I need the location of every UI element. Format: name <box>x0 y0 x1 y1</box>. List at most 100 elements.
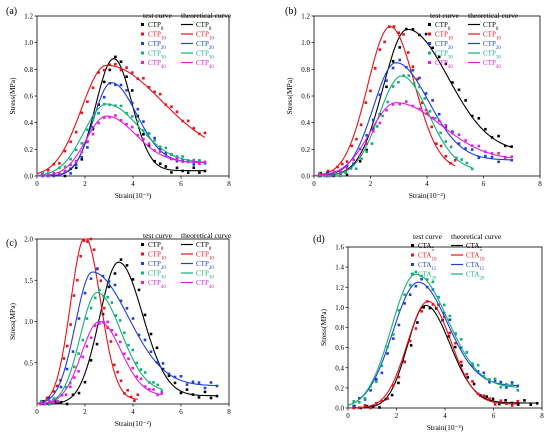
test-point <box>102 116 106 119</box>
legend-theory-label: CTA15 <box>466 261 485 272</box>
test-point <box>425 278 429 281</box>
test-point <box>425 112 429 115</box>
panel-label: (d) <box>313 234 325 245</box>
test-point <box>80 155 84 159</box>
test-point <box>160 389 164 393</box>
test-point <box>369 384 372 388</box>
test-point <box>471 380 474 383</box>
legend-test-label: CTP30 <box>435 50 453 61</box>
test-point <box>369 406 372 410</box>
test-point <box>64 385 68 389</box>
y-tick-label: 2.0 <box>24 236 33 244</box>
legend-test-label: CTP0 <box>148 21 164 32</box>
test-point <box>147 142 151 145</box>
legend-test-label: CTP10 <box>435 31 453 42</box>
test-point <box>448 314 452 318</box>
legend-theory-label: CTP20 <box>196 260 214 271</box>
test-point <box>69 157 72 161</box>
test-point <box>59 378 62 382</box>
test-point <box>93 296 97 300</box>
test-point <box>523 399 526 402</box>
test-point <box>113 283 117 287</box>
test-point <box>431 46 434 50</box>
test-point <box>158 145 162 149</box>
legend-theory-label: CTA10 <box>466 252 485 263</box>
y-tick-label: 1.2 <box>301 13 310 21</box>
test-point <box>408 293 412 296</box>
test-point <box>109 340 113 343</box>
test-point <box>123 331 126 335</box>
test-point <box>444 123 448 127</box>
test-point <box>516 399 520 403</box>
test-point <box>119 60 123 63</box>
test-point <box>46 174 50 178</box>
legend-marker <box>141 61 144 64</box>
test-point <box>91 118 95 122</box>
x-tick-label: 6 <box>179 180 183 188</box>
test-point <box>153 149 156 152</box>
test-point <box>405 100 408 103</box>
test-point <box>405 27 408 31</box>
test-point <box>350 144 353 148</box>
legend-marker <box>141 42 144 45</box>
legend-theory-label: CTP20 <box>483 40 501 51</box>
legend-marker <box>428 32 431 36</box>
test-point <box>81 338 85 342</box>
test-point <box>74 148 78 152</box>
series-CTP10 <box>36 237 140 406</box>
test-point <box>89 359 93 362</box>
test-point <box>437 119 441 123</box>
test-point <box>397 323 401 327</box>
test-point <box>164 165 168 168</box>
test-point <box>179 391 183 395</box>
y-tick-label: 1.0 <box>335 304 344 312</box>
x-tick-label: 0 <box>346 412 350 420</box>
test-point <box>119 119 123 122</box>
x-tick-label: 6 <box>482 180 486 188</box>
test-point <box>125 75 128 78</box>
test-point <box>107 280 111 283</box>
test-point <box>345 160 349 163</box>
test-point <box>142 120 145 123</box>
test-point <box>58 173 61 177</box>
test-point <box>74 163 78 166</box>
test-point <box>69 163 72 167</box>
test-point <box>130 125 134 129</box>
test-point <box>143 338 147 342</box>
test-point <box>409 344 413 347</box>
test-point <box>386 345 389 349</box>
test-point <box>465 372 469 376</box>
test-point <box>91 86 95 90</box>
test-point <box>198 162 201 165</box>
series-CTP30 <box>37 288 164 406</box>
test-point <box>372 127 375 130</box>
test-point <box>369 89 372 93</box>
test-point <box>65 344 69 348</box>
test-point <box>147 144 151 147</box>
test-point <box>161 362 165 365</box>
test-point <box>127 343 130 347</box>
test-point <box>358 406 361 409</box>
x-tick-label: 4 <box>131 180 135 188</box>
panel-label: (a) <box>6 6 17 17</box>
test-point <box>391 103 395 106</box>
test-point <box>181 158 184 162</box>
theory-line <box>36 64 206 175</box>
test-point <box>118 319 122 322</box>
test-point <box>89 336 93 340</box>
test-point <box>392 25 396 28</box>
test-point <box>142 137 145 141</box>
y-tick-label: 0.6 <box>24 93 33 101</box>
y-tick-label: 0.0 <box>301 173 310 181</box>
test-point <box>371 405 375 408</box>
test-point <box>95 267 99 271</box>
test-point <box>59 385 63 389</box>
test-point <box>416 321 419 324</box>
test-point <box>69 385 72 389</box>
test-point <box>398 46 401 49</box>
test-point <box>148 381 151 384</box>
test-point <box>119 104 123 108</box>
test-point <box>119 379 123 383</box>
test-point <box>431 280 435 284</box>
test-point <box>365 134 368 137</box>
